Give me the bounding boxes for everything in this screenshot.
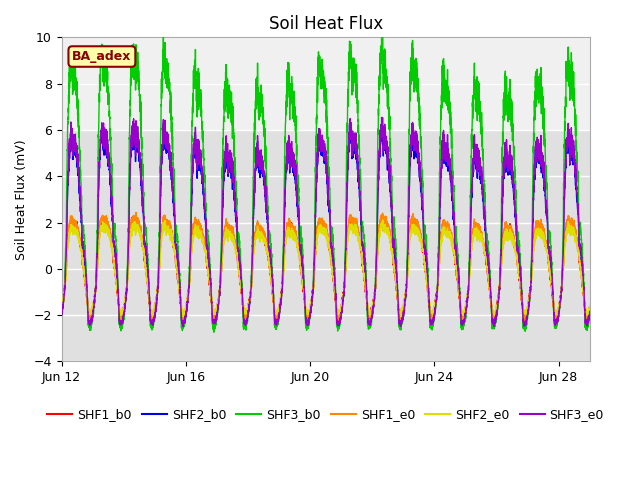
SHF1_b0 xyxy=(382,222,390,228)
SHF2_b0 xyxy=(586,311,593,316)
SHF3_e0 xyxy=(168,165,175,170)
SHF2_b0 xyxy=(435,245,443,251)
SHF2_e0 xyxy=(168,234,175,240)
SHF2_e0 xyxy=(379,217,387,223)
SHF1_e0 xyxy=(132,210,140,216)
SHF2_e0 xyxy=(58,303,65,309)
SHF1_b0 xyxy=(586,304,593,310)
SHF1_b0 xyxy=(376,218,384,224)
SHF3_b0 xyxy=(377,43,385,49)
SHF1_e0 xyxy=(435,267,443,273)
SHF1_e0 xyxy=(106,226,114,231)
SHF1_b0 xyxy=(142,264,150,270)
SHF1_e0 xyxy=(168,231,175,237)
SHF1_e0 xyxy=(521,320,529,325)
SHF3_b0 xyxy=(586,311,593,316)
SHF1_b0 xyxy=(491,316,499,322)
SHF3_b0 xyxy=(58,312,65,318)
SHF3_e0 xyxy=(378,115,385,120)
Bar xyxy=(61,37,589,130)
SHF3_e0 xyxy=(179,324,187,329)
SHF1_e0 xyxy=(382,222,390,228)
SHF2_b0 xyxy=(383,142,390,148)
SHF1_e0 xyxy=(377,222,385,228)
Text: BA_adex: BA_adex xyxy=(72,50,132,63)
SHF3_e0 xyxy=(377,137,385,143)
SHF3_b0 xyxy=(159,31,167,36)
Line: SHF3_e0: SHF3_e0 xyxy=(61,118,589,326)
Y-axis label: Soil Heat Flux (mV): Soil Heat Flux (mV) xyxy=(15,139,28,260)
Line: SHF2_b0: SHF2_b0 xyxy=(61,123,589,325)
SHF2_b0 xyxy=(106,171,114,177)
Title: Soil Heat Flux: Soil Heat Flux xyxy=(269,15,383,33)
SHF2_e0 xyxy=(142,265,150,271)
SHF3_e0 xyxy=(142,244,150,250)
SHF2_b0 xyxy=(168,170,175,176)
SHF1_e0 xyxy=(58,309,65,314)
SHF1_b0 xyxy=(168,230,175,236)
SHF2_b0 xyxy=(272,323,280,328)
SHF3_b0 xyxy=(383,69,390,75)
SHF1_e0 xyxy=(142,266,150,272)
SHF3_b0 xyxy=(142,226,150,232)
SHF1_e0 xyxy=(586,309,593,314)
Line: SHF1_e0: SHF1_e0 xyxy=(61,213,589,323)
SHF2_b0 xyxy=(159,120,167,126)
SHF2_e0 xyxy=(435,269,443,275)
SHF3_b0 xyxy=(435,219,443,225)
Legend: SHF1_b0, SHF2_b0, SHF3_b0, SHF1_e0, SHF2_e0, SHF3_e0: SHF1_b0, SHF2_b0, SHF3_b0, SHF1_e0, SHF2… xyxy=(42,403,609,426)
SHF2_e0 xyxy=(382,228,390,234)
SHF2_e0 xyxy=(106,236,114,241)
Bar xyxy=(61,130,589,361)
SHF3_e0 xyxy=(58,312,65,317)
SHF2_b0 xyxy=(377,128,385,134)
Line: SHF1_b0: SHF1_b0 xyxy=(61,215,589,319)
SHF1_b0 xyxy=(58,304,65,310)
SHF2_b0 xyxy=(142,244,150,250)
SHF1_b0 xyxy=(435,260,443,266)
Line: SHF2_e0: SHF2_e0 xyxy=(61,220,589,317)
SHF3_e0 xyxy=(106,163,114,168)
SHF3_e0 xyxy=(435,245,443,251)
SHF2_e0 xyxy=(586,303,593,309)
SHF2_b0 xyxy=(58,312,65,318)
SHF2_e0 xyxy=(376,225,384,231)
SHF3_e0 xyxy=(383,134,390,140)
SHF1_b0 xyxy=(379,212,387,217)
SHF2_e0 xyxy=(584,314,591,320)
Line: SHF3_b0: SHF3_b0 xyxy=(61,34,589,332)
SHF3_b0 xyxy=(210,329,218,335)
SHF3_b0 xyxy=(168,122,175,128)
SHF1_b0 xyxy=(106,231,114,237)
SHF3_e0 xyxy=(586,309,593,314)
SHF3_b0 xyxy=(106,114,114,120)
